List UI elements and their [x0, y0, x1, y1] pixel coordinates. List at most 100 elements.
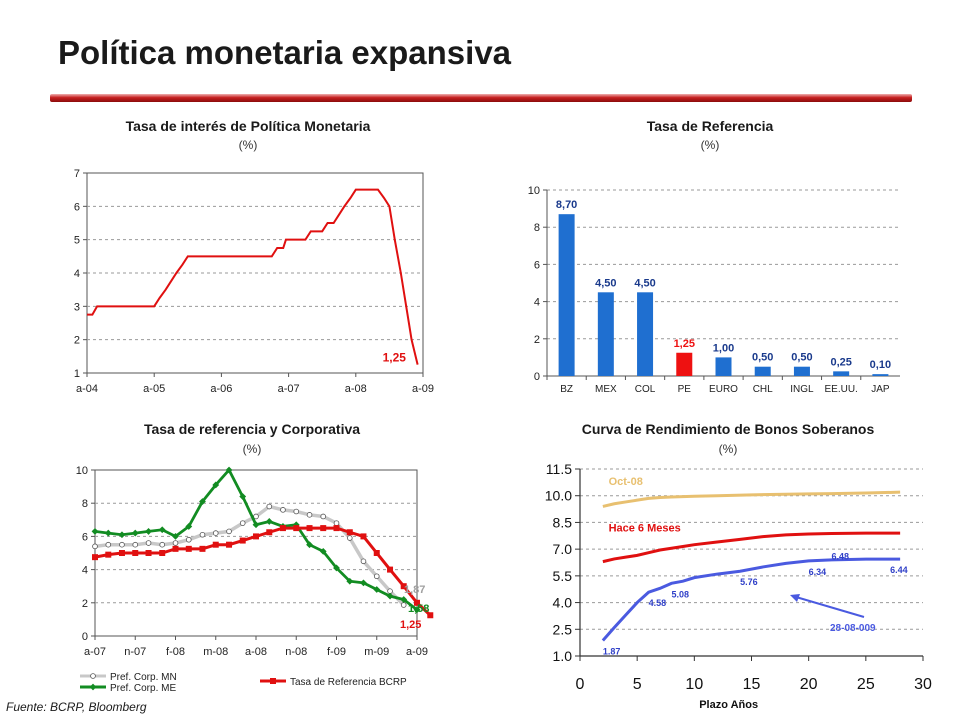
data-point	[119, 541, 125, 548]
x-tick-label: 15	[743, 676, 761, 693]
x-tick-label: a-09	[412, 383, 434, 395]
data-point	[132, 541, 139, 548]
bar-value-label: 1,25	[674, 338, 695, 350]
data-point	[293, 525, 300, 532]
series-line	[602, 490, 901, 508]
data-point	[172, 533, 179, 540]
x-tick-label: 25	[857, 676, 875, 693]
data-point	[346, 529, 353, 536]
x-tick-label: a-07	[278, 383, 300, 395]
data-point	[104, 529, 112, 537]
chart1-title: Tasa de interés de Política Monetaria	[125, 118, 371, 134]
y-tick-label: 7.0	[553, 541, 573, 557]
y-tick-label: 2	[534, 334, 540, 346]
source-note: Fuente: BCRP, Bloomberg	[6, 700, 147, 714]
chart4-title: Curva de Rendimiento de Bonos Soberanos	[581, 421, 875, 437]
y-tick-label: 8	[82, 498, 88, 510]
y-tick-label: 2	[82, 598, 88, 610]
x-tick-label: a-04	[76, 383, 98, 395]
data-point	[386, 592, 394, 600]
data-point	[400, 602, 407, 608]
point-value-label: 6.34	[809, 567, 827, 577]
data-point	[400, 583, 407, 590]
series-label: Hace 6 Meses	[609, 522, 681, 534]
x-tick-label: m-09	[364, 646, 389, 658]
x-tick-label: a-07	[84, 646, 106, 658]
x-tick-label: f-09	[327, 646, 346, 658]
bar	[676, 352, 693, 376]
data-point	[373, 586, 381, 593]
chart2-title: Tasa de Referencia	[646, 118, 774, 134]
chart3-title: Tasa de referencia y Corporativa	[143, 421, 361, 437]
y-tick-label: 1	[74, 368, 80, 380]
legend-marker	[89, 683, 97, 691]
data-point	[131, 529, 139, 537]
data-point	[373, 573, 380, 580]
series-line	[94, 526, 432, 617]
data-point	[360, 558, 367, 565]
data-point	[199, 545, 206, 552]
y-tick-label: 8	[534, 222, 540, 234]
page-title: Política monetaria expansiva	[58, 34, 512, 71]
annotation-arrow	[795, 596, 865, 618]
y-tick-label: 0	[82, 631, 88, 643]
data-point	[400, 596, 408, 603]
y-tick-label: 0	[534, 371, 540, 383]
legend-marker	[90, 673, 96, 679]
y-tick-label: 6	[82, 531, 88, 543]
point-value-label: 4.58	[649, 598, 667, 608]
x-tick-label: a-05	[143, 383, 165, 395]
data-point	[373, 550, 380, 556]
data-point	[239, 537, 246, 544]
data-point	[226, 541, 233, 548]
category-label: PE	[678, 384, 692, 395]
data-point	[199, 531, 206, 538]
x-tick-label: a-08	[245, 646, 267, 658]
category-label: COL	[635, 384, 656, 395]
data-point	[253, 533, 259, 540]
bar-value-label: 4,50	[634, 277, 655, 289]
x-tick-label: 20	[800, 676, 818, 693]
legend-label: Tasa de Referencia BCRP	[290, 677, 407, 688]
data-point	[333, 564, 340, 572]
x-tick-label: n-08	[285, 646, 307, 658]
data-point	[387, 566, 394, 573]
data-point	[360, 533, 367, 540]
data-point	[306, 525, 313, 532]
data-point	[92, 554, 98, 561]
series-line	[601, 557, 901, 642]
end-value-label: 1,25	[383, 351, 407, 365]
category-label: MEX	[595, 384, 617, 395]
bar-value-label: 4,50	[595, 277, 616, 289]
annotation-arrowhead	[790, 594, 800, 602]
bar-value-label: 0,10	[870, 359, 891, 371]
data-point	[427, 612, 434, 619]
legend-marker	[270, 678, 276, 684]
bar	[833, 371, 850, 376]
legend-label: Pref. Corp. MN	[110, 672, 177, 683]
y-tick-label: 4	[74, 268, 80, 280]
bar	[715, 357, 732, 376]
series-line	[87, 188, 419, 365]
point-value-label: 5.76	[740, 577, 758, 587]
data-point	[199, 498, 206, 505]
category-label: CHL	[753, 384, 773, 395]
bar-value-label: 0,50	[752, 352, 773, 364]
data-point	[91, 528, 99, 535]
data-point	[212, 530, 219, 536]
data-point	[145, 540, 152, 546]
chart3-subtitle: (%)	[242, 442, 262, 456]
series-line	[94, 467, 418, 611]
policy-rate-chart: 1 2 3 4 5 6 7 a-04 a-05 a-06 a-07 a-08 a-09 1,25	[74, 168, 434, 395]
reference-rate-chart: 0 2 4 6 8 10 8,70 BZ 4,50 MEX 4,50 COL 1,25 PE 1,00 EUR…	[528, 185, 900, 395]
bar	[793, 366, 810, 376]
x-tick-label: 5	[633, 676, 642, 693]
y-tick-label: 1.0	[553, 648, 573, 664]
y-tick-label: 4	[82, 565, 88, 577]
y-tick-label: 11.5	[546, 461, 572, 477]
bar	[872, 374, 889, 376]
data-point	[105, 551, 112, 558]
y-tick-label: 2	[74, 335, 80, 347]
y-tick-label: 5.5	[553, 568, 573, 584]
chart2-subtitle: (%)	[700, 138, 720, 152]
